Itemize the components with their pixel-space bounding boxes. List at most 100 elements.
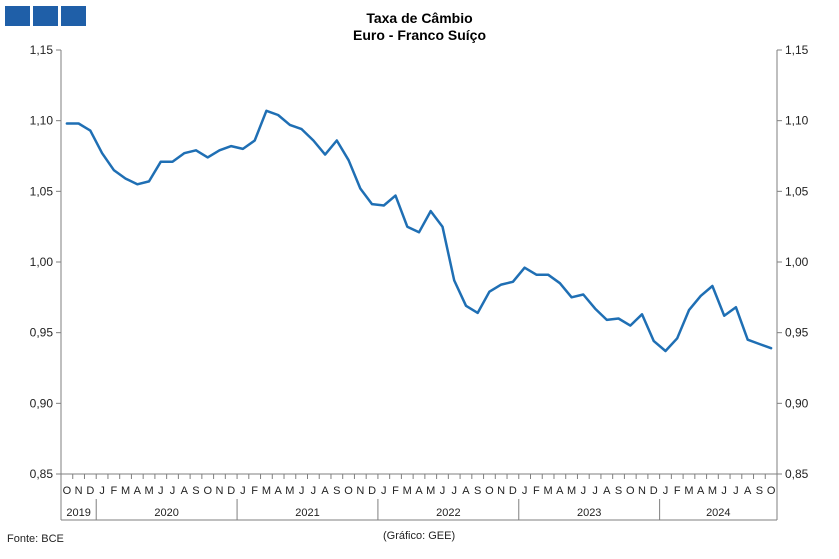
data-point — [136, 183, 139, 186]
data-point — [711, 285, 714, 287]
x-tick-label: F — [110, 485, 117, 497]
data-point — [371, 203, 373, 205]
x-tick-label: O — [767, 485, 776, 497]
x-tick-label: A — [415, 485, 423, 497]
data-point — [465, 304, 467, 307]
x-tick-label: D — [650, 485, 658, 497]
y-tick-label-right: 1,15 — [785, 43, 809, 57]
data-point — [335, 139, 338, 142]
x-tick-label: N — [75, 485, 83, 497]
x-tick-label: S — [756, 485, 763, 497]
year-label: 2019 — [66, 507, 90, 519]
y-tick-label-left: 0,90 — [30, 396, 54, 410]
x-tick-label: M — [262, 485, 271, 497]
data-point — [746, 338, 749, 341]
data-point — [394, 194, 397, 197]
y-tick-label-right: 0,85 — [785, 467, 809, 481]
logo-squares-icon — [5, 6, 86, 26]
x-tick-label: F — [674, 485, 681, 497]
x-tick-label: A — [697, 485, 705, 497]
data-point — [195, 149, 197, 152]
data-point — [629, 324, 632, 327]
y-tick-label-left: 1,10 — [30, 114, 54, 128]
x-tick-label: M — [544, 485, 553, 497]
x-tick-label: J — [663, 485, 669, 497]
y-tick-label-left: 1,15 — [30, 43, 54, 57]
x-tick-label: J — [581, 485, 587, 497]
logo-square-2 — [33, 6, 58, 26]
chart-credit: (Gráfico: GEE) — [383, 530, 456, 542]
y-tick-label-left: 1,05 — [30, 184, 54, 198]
data-point — [89, 129, 92, 132]
data-point — [347, 159, 350, 162]
source-note: Fonte: BCE — [7, 533, 64, 545]
x-tick-label: S — [474, 485, 481, 497]
x-tick-label: F — [533, 485, 540, 497]
x-tick-label: J — [381, 485, 387, 497]
x-tick-label: D — [86, 485, 94, 497]
x-tick-label: J — [99, 485, 105, 497]
data-point — [324, 153, 326, 156]
x-tick-label: S — [333, 485, 340, 497]
x-tick-label: D — [227, 485, 235, 497]
x-tick-label: M — [144, 485, 153, 497]
y-tick-label-left: 0,95 — [30, 326, 54, 340]
data-point — [617, 317, 620, 320]
data-point — [652, 340, 655, 343]
x-tick-label: M — [285, 485, 294, 497]
chart-title: Taxa de Câmbio — [366, 10, 473, 26]
logo-square-3 — [61, 6, 86, 26]
x-tick-label: D — [368, 485, 376, 497]
data-point — [406, 225, 409, 228]
data-point — [441, 225, 444, 228]
data-point — [265, 109, 268, 112]
data-point — [547, 273, 550, 276]
x-tick-label: O — [485, 485, 494, 497]
data-point — [535, 273, 538, 276]
x-tick-label: F — [251, 485, 258, 497]
data-point — [206, 156, 209, 159]
x-tick-label: J — [299, 485, 305, 497]
x-tick-label: J — [158, 485, 164, 497]
data-point — [183, 152, 186, 155]
x-tick-label: M — [426, 485, 435, 497]
data-point — [641, 313, 643, 316]
data-point — [171, 160, 174, 163]
x-tick-label: A — [274, 485, 282, 497]
series-line — [65, 109, 773, 353]
x-tick-label: A — [321, 485, 329, 497]
data-point — [277, 114, 280, 116]
data-point — [218, 149, 221, 152]
x-tick-label: O — [63, 485, 72, 497]
data-point — [230, 145, 233, 148]
x-tick-label: N — [638, 485, 646, 497]
year-label: 2020 — [154, 507, 178, 519]
year-label: 2023 — [577, 507, 601, 519]
data-point — [382, 204, 385, 207]
data-point — [723, 314, 726, 317]
x-tick-label: N — [215, 485, 223, 497]
data-point — [688, 309, 690, 311]
data-point — [418, 231, 420, 234]
data-point — [242, 148, 244, 150]
data-point — [582, 293, 585, 296]
data-point — [735, 306, 737, 309]
y-tick-label-right: 1,00 — [785, 255, 809, 269]
x-tick-label: A — [603, 485, 611, 497]
y-tick-label-right: 1,05 — [785, 184, 809, 198]
x-tick-label: M — [121, 485, 130, 497]
y-tick-label-left: 1,00 — [30, 255, 54, 269]
data-point — [159, 160, 162, 163]
y-tick-label-right: 0,90 — [785, 396, 809, 410]
data-point — [359, 187, 362, 190]
logo-square-1 — [5, 6, 30, 26]
x-tick-label: N — [356, 485, 364, 497]
chart-subtitle: Euro - Franco Suíço — [352, 27, 486, 43]
x-tick-label: S — [615, 485, 622, 497]
x-tick-label: J — [240, 485, 246, 497]
x-tick-label: J — [311, 485, 317, 497]
data-point — [758, 343, 761, 345]
data-point — [65, 122, 68, 125]
data-point — [558, 282, 561, 285]
data-point — [488, 290, 491, 293]
